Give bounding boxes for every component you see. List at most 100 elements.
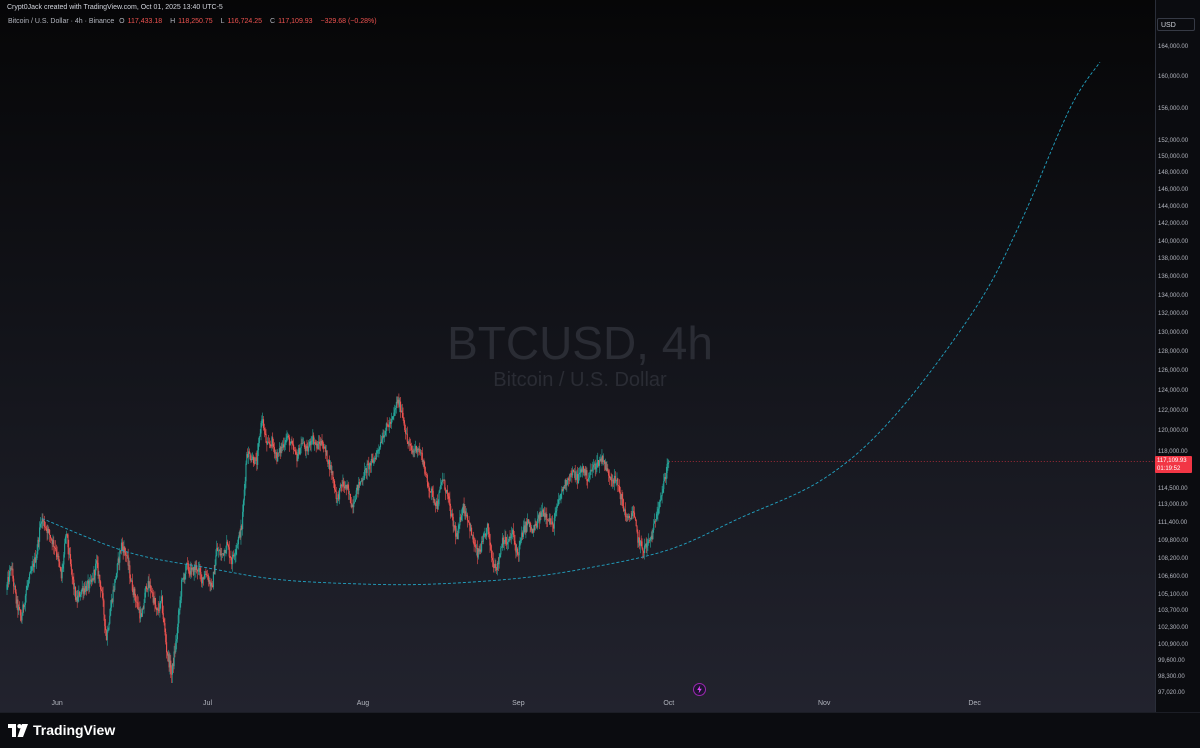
candle-body xyxy=(331,471,333,473)
candle-body xyxy=(65,533,67,537)
lightning-bolt-icon[interactable] xyxy=(693,683,706,696)
candle-body xyxy=(202,577,204,580)
candle-body xyxy=(482,536,484,542)
candle-body xyxy=(475,545,477,549)
candle-body xyxy=(506,544,508,545)
candle-body xyxy=(368,463,370,470)
candle-body xyxy=(195,565,197,571)
candle-body xyxy=(603,460,605,462)
candle-body xyxy=(266,442,268,445)
candle-body xyxy=(103,600,105,615)
candle-body xyxy=(7,576,9,585)
candle-body xyxy=(177,615,179,628)
candle-body xyxy=(591,470,593,471)
candle-body xyxy=(361,480,363,482)
candle-body xyxy=(407,441,409,444)
candle-body xyxy=(97,562,99,576)
candle-body xyxy=(247,454,249,458)
candle-body xyxy=(463,504,465,514)
candle-body xyxy=(454,525,456,529)
candle-body xyxy=(365,468,367,474)
chart-pane[interactable] xyxy=(0,0,1155,712)
candle-body xyxy=(187,563,189,571)
candle-body xyxy=(382,435,384,440)
candle-body xyxy=(665,473,667,480)
candle-body xyxy=(58,555,60,562)
candle-body xyxy=(278,452,280,454)
price-tick-label: 103,700.00 xyxy=(1158,608,1189,615)
candle-body xyxy=(465,511,467,517)
candle-body xyxy=(420,452,423,454)
price-axis[interactable] xyxy=(1155,0,1200,712)
candle-body xyxy=(635,519,637,527)
candle-body xyxy=(119,550,121,563)
candle-body xyxy=(79,594,82,597)
candle-body xyxy=(291,441,293,444)
candle-body xyxy=(129,565,131,579)
candle-body xyxy=(210,582,212,587)
candle-body xyxy=(203,577,205,580)
candle-body xyxy=(217,547,219,551)
time-axis[interactable] xyxy=(0,697,1155,712)
candles xyxy=(6,393,670,684)
candle-body xyxy=(245,463,247,482)
candle-body xyxy=(542,509,544,512)
candle-body xyxy=(491,557,494,561)
price-tick-label: 109,800.00 xyxy=(1158,537,1189,544)
candle-body xyxy=(162,613,164,620)
candle-body xyxy=(637,531,639,543)
candle-body xyxy=(572,469,575,472)
candle-body xyxy=(548,518,550,522)
candle-body xyxy=(480,549,482,552)
logo-text: TradingView xyxy=(33,722,116,738)
candle-body xyxy=(594,463,596,470)
candle-body xyxy=(600,459,602,462)
legend-symbol[interactable]: Bitcoin / U.S. Dollar · 4h · Binance xyxy=(8,18,115,25)
candle-body xyxy=(223,550,225,556)
candle-body xyxy=(246,454,248,464)
candle-body xyxy=(42,518,44,522)
candle-body xyxy=(551,521,553,524)
candle-body xyxy=(532,529,534,533)
candle-body xyxy=(461,507,463,516)
currency-button[interactable]: USD xyxy=(1157,18,1195,31)
candle-body xyxy=(569,473,571,481)
candle-body xyxy=(191,567,194,570)
price-tick-label: 122,000.00 xyxy=(1158,408,1189,415)
candle-body xyxy=(226,541,228,551)
candle-body xyxy=(629,517,631,519)
candle-body xyxy=(473,542,475,546)
candle-body xyxy=(656,513,658,520)
candle-body xyxy=(390,419,392,424)
candle-body xyxy=(572,469,574,476)
candle-body xyxy=(92,578,94,580)
candle-body xyxy=(139,609,141,619)
candle-body xyxy=(178,610,180,616)
candle-body xyxy=(338,494,340,500)
candle-body xyxy=(23,604,26,608)
candle-body xyxy=(450,505,452,517)
candle-body xyxy=(614,475,616,482)
candle-body xyxy=(67,534,69,548)
candle-body xyxy=(612,479,614,482)
price-chart[interactable] xyxy=(0,0,1155,712)
time-tick-label: Jul xyxy=(203,700,213,707)
candle-body xyxy=(456,533,458,540)
candle-body xyxy=(558,499,560,501)
candle-body xyxy=(628,515,631,518)
tradingview-logo[interactable]: TradingView xyxy=(8,722,115,738)
candle-body xyxy=(632,511,634,514)
candle-body xyxy=(644,544,646,546)
candle-body xyxy=(269,443,271,445)
candle-body xyxy=(110,607,112,616)
legend-close-value: 117,109.93 xyxy=(278,18,313,25)
candle-body xyxy=(212,585,214,588)
candle-body xyxy=(333,479,335,482)
candle-body xyxy=(583,468,585,473)
candle-body xyxy=(73,579,75,590)
candle-body xyxy=(159,601,161,611)
candle-body xyxy=(141,608,143,617)
candle-body xyxy=(410,443,412,446)
candle-body xyxy=(405,433,407,435)
candle-body xyxy=(567,478,570,481)
